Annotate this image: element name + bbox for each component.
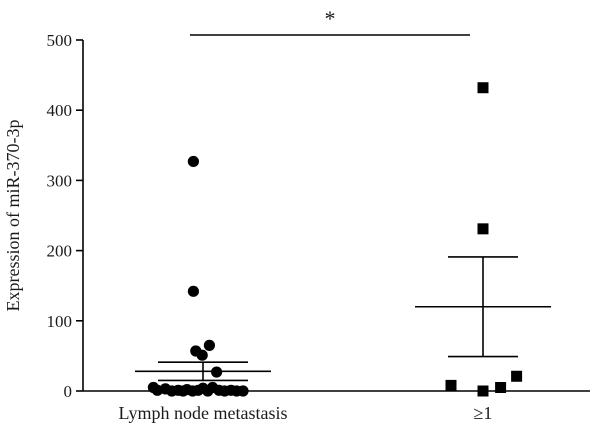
y-ticks: 0 100 200 300 400 500 — [47, 31, 83, 401]
data-marks — [147, 82, 523, 397]
x-category-label: ≥1 — [474, 403, 493, 423]
data-point-square — [445, 379, 457, 391]
x-category-label: Lymph node metastasis — [119, 403, 288, 423]
significance-star: * — [325, 6, 336, 31]
data-point-circle — [187, 285, 199, 297]
mean-sem-bars — [135, 256, 551, 382]
data-point-circle — [196, 349, 208, 361]
annotations: * — [190, 6, 470, 36]
data-point-square — [495, 381, 507, 393]
data-point-square — [477, 223, 489, 235]
axes — [82, 40, 590, 392]
y-tick-label: 400 — [47, 101, 73, 120]
y-tick-label: 100 — [47, 312, 73, 331]
data-point-square — [477, 82, 489, 94]
data-point-square — [511, 370, 523, 382]
y-tick-label: 200 — [47, 242, 73, 261]
y-tick-label: 500 — [47, 31, 73, 50]
data-point-square — [477, 385, 489, 397]
data-point-circle — [237, 385, 249, 397]
labels: Expression of miR-370-3p Lymph node metas… — [3, 120, 492, 423]
y-axis-title: Expression of miR-370-3p — [3, 120, 23, 312]
y-tick-label: 0 — [64, 382, 73, 401]
data-point-circle — [203, 339, 215, 351]
y-tick-label: 300 — [47, 171, 73, 190]
data-point-circle — [187, 155, 199, 168]
